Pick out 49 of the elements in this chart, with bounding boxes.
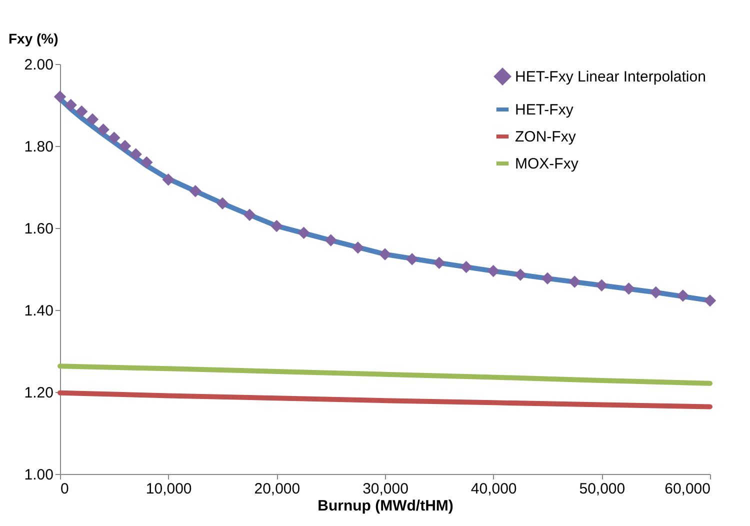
x-tick-label: 50,000 bbox=[579, 480, 626, 498]
point bbox=[676, 290, 690, 302]
point bbox=[352, 242, 364, 254]
x-tick-label: 20,000 bbox=[254, 480, 300, 498]
point bbox=[97, 123, 110, 136]
point bbox=[541, 272, 554, 285]
point bbox=[433, 256, 446, 269]
point bbox=[243, 208, 256, 222]
point bbox=[460, 260, 472, 274]
point bbox=[64, 98, 77, 112]
point bbox=[76, 105, 88, 118]
point bbox=[650, 286, 662, 298]
x-tick-label: 30,000 bbox=[362, 480, 408, 498]
point bbox=[622, 282, 635, 295]
y-tick-label: 1.80 bbox=[24, 138, 54, 156]
x-axis-title: Burnup (MWd/tHM) bbox=[318, 498, 454, 514]
point bbox=[108, 132, 120, 144]
point bbox=[162, 173, 174, 186]
x-tick-label: 40,000 bbox=[470, 480, 517, 498]
point bbox=[406, 253, 418, 266]
x-tick-label: 10,000 bbox=[146, 480, 192, 498]
point bbox=[487, 264, 500, 278]
y-tick-label: 1.40 bbox=[24, 302, 54, 320]
point bbox=[324, 234, 337, 246]
x-tick-label: 0 bbox=[60, 480, 69, 498]
x-tick-label: 60,000 bbox=[664, 480, 710, 498]
point bbox=[596, 279, 608, 292]
point bbox=[378, 248, 392, 260]
legend-label: HET-Fxy Linear Interpolation bbox=[515, 68, 706, 86]
point bbox=[118, 140, 132, 152]
point bbox=[86, 113, 99, 126]
point bbox=[568, 276, 581, 288]
point bbox=[130, 148, 142, 160]
y-tick-label: 1.00 bbox=[24, 466, 54, 484]
point bbox=[270, 220, 283, 232]
point bbox=[298, 226, 310, 240]
point bbox=[216, 197, 229, 210]
point bbox=[54, 90, 66, 103]
point bbox=[189, 184, 202, 198]
legend-label: HET-Fxy bbox=[515, 102, 574, 118]
legend-label: ZON-Fxy bbox=[515, 128, 576, 146]
point bbox=[704, 294, 716, 307]
y-tick-label: 1.60 bbox=[24, 220, 54, 238]
y-tick-label: 1.20 bbox=[24, 384, 54, 402]
point bbox=[514, 268, 527, 281]
y-axis-title: Fxy (%) bbox=[8, 30, 58, 46]
y-tick-label: 2.00 bbox=[24, 56, 54, 74]
point bbox=[140, 156, 153, 169]
legend-label: MOX-Fxy bbox=[515, 156, 579, 172]
